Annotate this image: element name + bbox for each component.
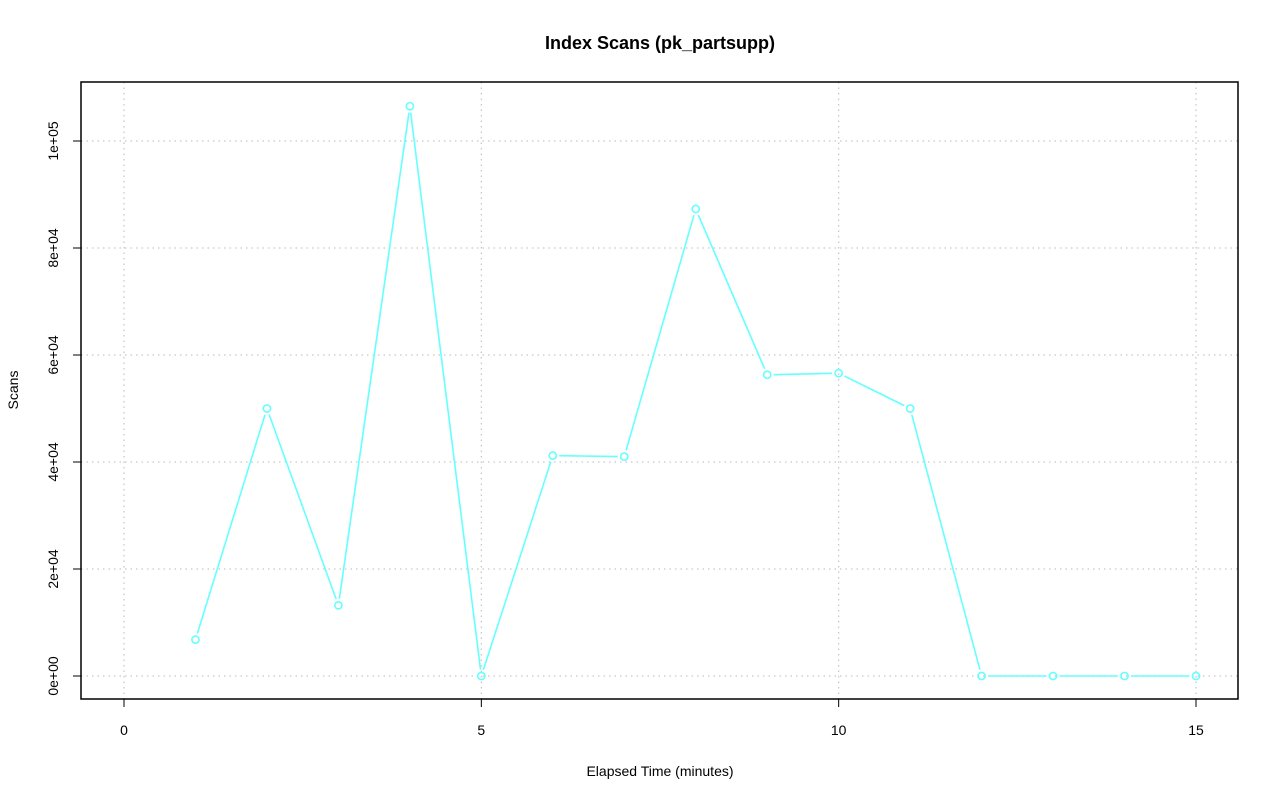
data-point xyxy=(762,370,772,380)
x-tick-label: 15 xyxy=(1188,722,1204,738)
data-point xyxy=(1191,671,1201,681)
y-tick-label: 4e+04 xyxy=(45,442,61,482)
series-line-segment xyxy=(625,214,695,451)
y-tick-label: 2e+04 xyxy=(45,549,61,589)
chart-title: Index Scans (pk_partsupp) xyxy=(545,33,775,53)
x-tick-label: 10 xyxy=(831,722,847,738)
data-point xyxy=(405,101,415,111)
series-line-segment xyxy=(911,414,981,670)
y-tick-label: 6e+04 xyxy=(45,335,61,375)
series-line-segment xyxy=(409,112,482,670)
y-tick-label: 0e+00 xyxy=(45,656,61,696)
series-line-segment xyxy=(268,414,337,600)
data-point xyxy=(1048,671,1058,681)
y-tick-label: 1e+05 xyxy=(45,121,61,161)
data-point xyxy=(977,671,986,681)
series-line-segment xyxy=(338,112,410,600)
series-line-segment xyxy=(196,414,266,634)
data-point xyxy=(834,368,844,378)
data-point xyxy=(476,671,486,681)
plot-frame xyxy=(80,81,1239,700)
series-line-segment xyxy=(697,214,766,370)
data-point xyxy=(619,452,629,462)
x-axis: 0 5 10 15 xyxy=(120,699,1204,738)
data-point xyxy=(1120,671,1129,681)
series-line-segment xyxy=(773,372,833,376)
data-point xyxy=(905,404,915,413)
x-tick-label: 5 xyxy=(477,722,485,738)
data-point xyxy=(691,204,701,214)
data-point xyxy=(333,600,343,610)
x-axis-label: Elapsed Time (minutes) xyxy=(586,763,733,779)
y-axis-label: Scans xyxy=(5,371,21,410)
series-line-segment xyxy=(559,454,618,458)
y-axis: 0e+00 2e+04 4e+04 6e+04 8e+04 1e+05 xyxy=(45,121,81,696)
y-tick-label: 8e+04 xyxy=(45,228,61,268)
data-point xyxy=(548,451,558,460)
x-tick-label: 0 xyxy=(120,722,128,738)
series-layer xyxy=(191,101,1201,681)
data-point xyxy=(262,404,272,413)
series-line-segment xyxy=(844,375,905,407)
series-line-segment xyxy=(482,461,552,671)
grid-lines xyxy=(81,82,1238,699)
data-point xyxy=(191,635,200,645)
